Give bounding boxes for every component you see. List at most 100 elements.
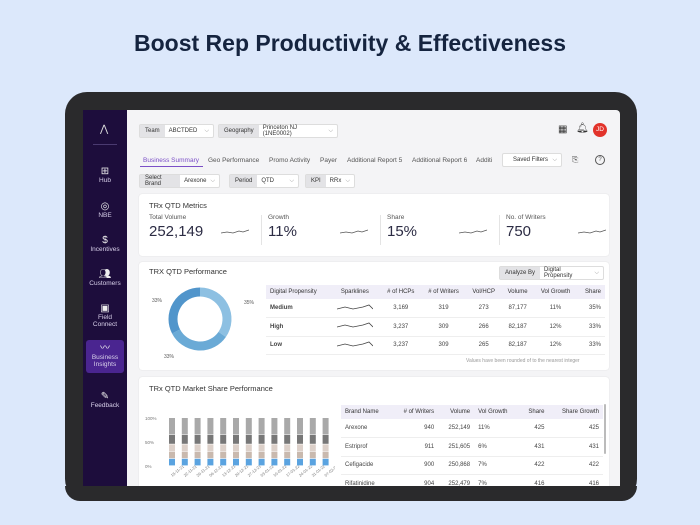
table-row[interactable]: Arexone 940 252,149 11% 425 425 (341, 419, 603, 438)
bar-segment-s3 (258, 444, 265, 451)
table-row[interactable]: High 3,237 309 266 82,187 12% 33% (266, 317, 605, 337)
column-header[interactable]: Share Growth (548, 405, 603, 419)
sidebar-item-field-connect[interactable]: ▣ Field Connect (86, 304, 124, 329)
bar-segment-s1 (258, 458, 265, 466)
tab-6[interactable]: Additi (476, 157, 493, 164)
bar-segment-s2 (284, 451, 291, 459)
sidebar-item-hub[interactable]: ⊞ Hub (86, 167, 124, 185)
performance-title: TRX QTD Performance (149, 267, 227, 276)
tab-3[interactable]: Payer (320, 157, 337, 164)
sidebar-item-label: Feedback (90, 402, 120, 409)
bar-segment-s3 (207, 444, 214, 451)
avatar[interactable]: JD (593, 123, 607, 137)
sidebar-item-feedback[interactable]: ✎ Feedback (86, 391, 124, 410)
tab-5[interactable]: Additional Report 6 (412, 157, 468, 164)
sidebar-item-business-insights[interactable]: 〰 Business Insights (86, 340, 124, 373)
table-row[interactable]: Rifatinidine 904 252,479 7% 416 416 (341, 474, 603, 486)
column-header[interactable]: # of Writers (421, 285, 466, 299)
column-header[interactable]: Sparklines (329, 285, 381, 299)
column-header[interactable]: Volume (438, 405, 475, 419)
column-header[interactable]: Vol/HCP (465, 285, 502, 299)
feedback-icon: ✎ (100, 391, 110, 402)
bar-segment-s3 (169, 444, 175, 451)
help-icon[interactable]: ? (595, 155, 605, 165)
donut-slice (168, 287, 201, 334)
column-header[interactable]: Vol Growth (474, 405, 520, 419)
table-cell: 3,237 (380, 317, 422, 337)
geography-select[interactable]: Geography Princeton NJ (1NE0002) ⌵ (218, 124, 338, 138)
column-header[interactable]: # of HCPs (380, 285, 422, 299)
table-row[interactable]: Cefigacide 900 250,868 7% 422 422 (341, 456, 603, 475)
metric-value: 15% (387, 223, 418, 240)
scrollbar[interactable] (604, 404, 606, 454)
table-cell: 309 (421, 317, 466, 337)
table-cell: Arexone (341, 419, 392, 438)
sparkline-icon (336, 341, 374, 347)
market-title: TRx QTD Market Share Performance (149, 384, 273, 393)
chevron-down-icon: ⌵ (210, 177, 215, 184)
table-cell: Medium (266, 299, 330, 318)
table-row[interactable]: Medium 3,169 319 273 87,177 11% 35% (266, 299, 605, 318)
metric-value: 750 (506, 223, 532, 240)
table-cell: 82,187 (501, 336, 534, 355)
tab-0[interactable]: Business Summary (143, 157, 199, 164)
table-row[interactable]: Low 3,237 309 265 82,187 12% 33% (266, 336, 605, 355)
column-header[interactable]: Share (577, 285, 605, 299)
market-table: Brand Name # of Writers Volume Vol Growth Sh… (341, 405, 603, 486)
brand-select[interactable]: Select Brand Arexone ⌵ (139, 174, 220, 188)
y-tick-label: 50% (145, 440, 154, 445)
saved-filters-button[interactable]: Saved Filters ⌵ (502, 153, 562, 167)
bar-segment-s5 (271, 418, 278, 435)
column-header[interactable]: Share (519, 405, 549, 419)
bar-segment-s2 (245, 451, 252, 459)
tab-2[interactable]: Promo Activity (269, 157, 311, 164)
analyze-by-select[interactable]: Analyze By Digital Propensity ⌵ (499, 266, 604, 280)
bar-segment-s1 (309, 458, 316, 466)
dollar-icon: $ (102, 235, 108, 246)
chevron-down-icon: ⌵ (552, 156, 557, 163)
sidebar-item-nbe[interactable]: ◎ NBE (86, 201, 124, 220)
period-select[interactable]: Period QTD ⌵ (229, 174, 299, 188)
logo-icon: ⋀ (100, 124, 109, 135)
export-icon[interactable]: ⎘ (572, 155, 579, 164)
bar-segment-s1 (220, 458, 227, 466)
table-cell (329, 317, 381, 337)
bar-segment-s2 (194, 451, 201, 459)
brand-value: Arexone (184, 178, 207, 184)
donut-label: 33% (152, 298, 163, 304)
table-cell: 416 (519, 474, 549, 486)
bar-segment-s3 (245, 444, 252, 451)
bar-segment-s5 (258, 418, 265, 435)
sidebar-item-incentives[interactable]: $ Incentives (86, 235, 124, 254)
bell-icon[interactable]: 🔔︎ (576, 123, 589, 134)
bar-segment-s4 (169, 434, 175, 444)
table-cell: High (266, 317, 330, 337)
tab-4[interactable]: Additional Report 5 (347, 157, 403, 164)
table-cell: 3,237 (380, 336, 422, 355)
target-icon: ◎ (100, 201, 110, 212)
table-cell: 7% (474, 456, 520, 475)
sparkline-icon (459, 229, 487, 234)
divider (261, 215, 262, 245)
column-header[interactable]: Brand Name (341, 405, 392, 419)
column-header[interactable]: Volume (501, 285, 534, 299)
table-row[interactable]: Estriprof 911 251,605 6% 431 431 (341, 437, 603, 457)
bar-segment-s1 (181, 458, 188, 466)
analyze-by-value: Digital Propensity (544, 267, 573, 279)
table-cell: 82,187 (501, 317, 534, 337)
bar-segment-s4 (233, 434, 239, 444)
team-value: ABCTDED (168, 128, 198, 134)
bar-segment-s1 (207, 458, 214, 466)
bar-segment-s2 (258, 451, 265, 459)
tab-1[interactable]: Geo Performance (208, 157, 260, 164)
kpi-select[interactable]: KPI RRx ⌵ (305, 174, 355, 188)
users-icon: 👥︎ (98, 269, 112, 280)
column-header[interactable]: # of Writers (391, 405, 439, 419)
calendar-icon[interactable]: ▦ (558, 124, 568, 135)
page-headline: Boost Rep Productivity & Effectiveness (134, 30, 566, 56)
column-header[interactable]: Digital Propensity (266, 285, 330, 299)
sidebar-item-customers[interactable]: 👥︎ Customers (86, 269, 124, 288)
column-header[interactable]: Vol Growth (533, 285, 578, 299)
team-select[interactable]: Team ABCTDED ⌵ (139, 124, 214, 138)
bar-segment-s1 (284, 458, 291, 466)
